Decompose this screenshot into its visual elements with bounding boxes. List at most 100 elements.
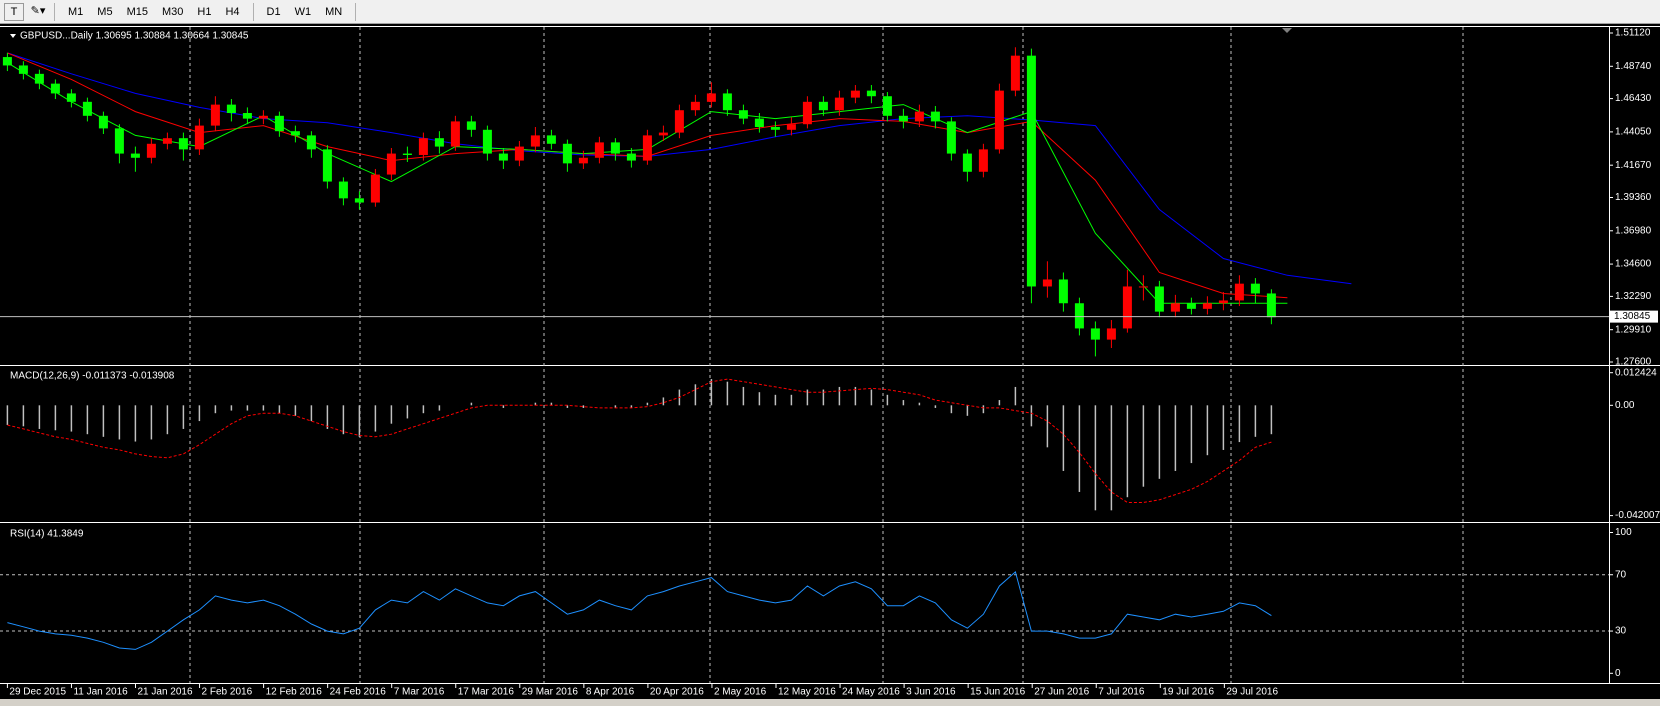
candle-body — [146, 143, 156, 158]
x-tick-label: 27 Jun 2016 — [1034, 687, 1089, 698]
rsi-title: RSI(14) 41.3849 — [10, 529, 84, 540]
candle-body — [1058, 279, 1068, 304]
timeframe-button[interactable]: H4 — [225, 5, 240, 18]
separator — [252, 2, 254, 21]
y-tick-label: 1.29910 — [1615, 324, 1652, 335]
current-price-box — [1610, 310, 1658, 323]
candle-body — [1026, 55, 1036, 287]
candle-body — [546, 135, 556, 144]
timeframe-button[interactable]: M1 — [68, 5, 84, 18]
candle-body — [930, 111, 940, 122]
candle-body — [322, 149, 332, 182]
x-tick-label: 8 Apr 2016 — [586, 687, 635, 698]
status-bar — [0, 699, 1660, 706]
candle-body — [578, 157, 588, 164]
candle-body — [498, 153, 508, 161]
x-tick-label: 19 Jul 2016 — [1162, 687, 1214, 698]
candle-body — [866, 90, 876, 97]
candle-body — [482, 129, 492, 154]
y-tick-label: 1.51120 — [1615, 28, 1651, 39]
candle-body — [530, 135, 540, 147]
chart-title: GBPUSD...Daily 1.30695 1.30884 1.30664 1… — [20, 31, 249, 42]
candle-body — [962, 153, 972, 172]
candle-body — [370, 174, 380, 203]
y-tick-label: -0.042007 — [1615, 510, 1660, 521]
y-tick-label: 1.46430 — [1615, 93, 1652, 104]
candle-body — [450, 121, 460, 147]
x-tick-label: 29 Jul 2016 — [1226, 687, 1278, 698]
candle-body — [1122, 286, 1132, 329]
y-tick-label: 1.41670 — [1615, 160, 1652, 171]
x-tick-label: 12 Feb 2016 — [266, 687, 323, 698]
candle-body — [914, 111, 924, 122]
candle-body — [338, 181, 348, 199]
candle-body — [1154, 286, 1164, 312]
candle-body — [418, 138, 428, 155]
candle-body — [722, 93, 732, 111]
x-tick-label: 17 Mar 2016 — [458, 687, 515, 698]
candle-body — [610, 142, 620, 154]
x-tick-label: 7 Mar 2016 — [394, 687, 445, 698]
timeframe-button[interactable]: MN — [325, 5, 343, 18]
x-tick-label: 21 Jan 2016 — [138, 687, 193, 698]
tool-button[interactable]: ✎▾ — [30, 4, 46, 17]
candle-body — [626, 153, 636, 161]
candle-body — [738, 110, 748, 119]
candle-body — [114, 128, 124, 154]
tool-button[interactable]: T — [4, 2, 24, 21]
timeframe-button[interactable]: M30 — [161, 5, 184, 18]
x-tick-label: 29 Dec 2015 — [9, 687, 66, 698]
x-tick-label: 12 May 2016 — [778, 687, 836, 698]
x-tick-label: 29 Mar 2016 — [522, 687, 579, 698]
y-tick-label: 30 — [1615, 626, 1627, 637]
timeframe-button[interactable]: M5 — [97, 5, 113, 18]
candle-body — [178, 138, 188, 150]
candle-body — [1266, 293, 1276, 318]
candle-body — [306, 135, 316, 150]
candle-body — [18, 65, 28, 74]
candle-body — [258, 115, 268, 119]
timeframe-button[interactable]: M15 — [126, 5, 148, 18]
candle-body — [1010, 55, 1020, 91]
y-tick-label: 1.39360 — [1615, 192, 1652, 203]
x-tick-label: 20 Apr 2016 — [650, 687, 704, 698]
y-tick-label: 1.27600 — [1615, 357, 1652, 368]
candle-body — [82, 101, 92, 116]
candle-body — [1138, 286, 1148, 288]
candle-body — [674, 110, 684, 133]
x-tick-label: 24 Feb 2016 — [330, 687, 387, 698]
timeframe-button[interactable]: H1 — [197, 5, 212, 18]
shift-marker — [1282, 28, 1292, 33]
candle-body — [242, 113, 252, 119]
candle-body — [98, 115, 108, 129]
candle-body — [1186, 303, 1196, 309]
y-tick-label: 0 — [1615, 668, 1621, 679]
candle-body — [130, 153, 140, 158]
candle-body — [66, 93, 76, 102]
candle-body — [354, 198, 364, 203]
y-tick-label: 1.48740 — [1615, 61, 1652, 72]
y-tick-label: 1.36980 — [1615, 225, 1652, 236]
timeframe-button[interactable]: W1 — [294, 5, 312, 18]
toolbar: T ✎▾ M1 M5 M15 M30 H1 H4 D1 W1 MN — [0, 0, 1660, 24]
candle-body — [770, 127, 780, 130]
y-tick-label: 0.00 — [1615, 400, 1635, 411]
candle-body — [882, 96, 892, 116]
candle-body — [786, 124, 796, 130]
candle-body — [162, 138, 172, 144]
timeframe-button[interactable]: D1 — [266, 5, 281, 18]
candle-body — [1234, 283, 1244, 301]
y-tick-label: 100 — [1615, 527, 1632, 538]
y-tick-label: 1.44050 — [1615, 127, 1652, 138]
candle-body — [226, 104, 236, 114]
candle-body — [290, 131, 300, 136]
candle-body — [386, 153, 396, 175]
candle-body — [1202, 303, 1212, 309]
candle-body — [466, 121, 476, 130]
candle-body — [818, 101, 828, 111]
candle-body — [194, 125, 204, 150]
x-tick-label: 15 Jun 2016 — [970, 687, 1025, 698]
candle-body — [1074, 303, 1084, 329]
y-tick-label: 70 — [1615, 569, 1627, 580]
candle-body — [978, 149, 988, 172]
